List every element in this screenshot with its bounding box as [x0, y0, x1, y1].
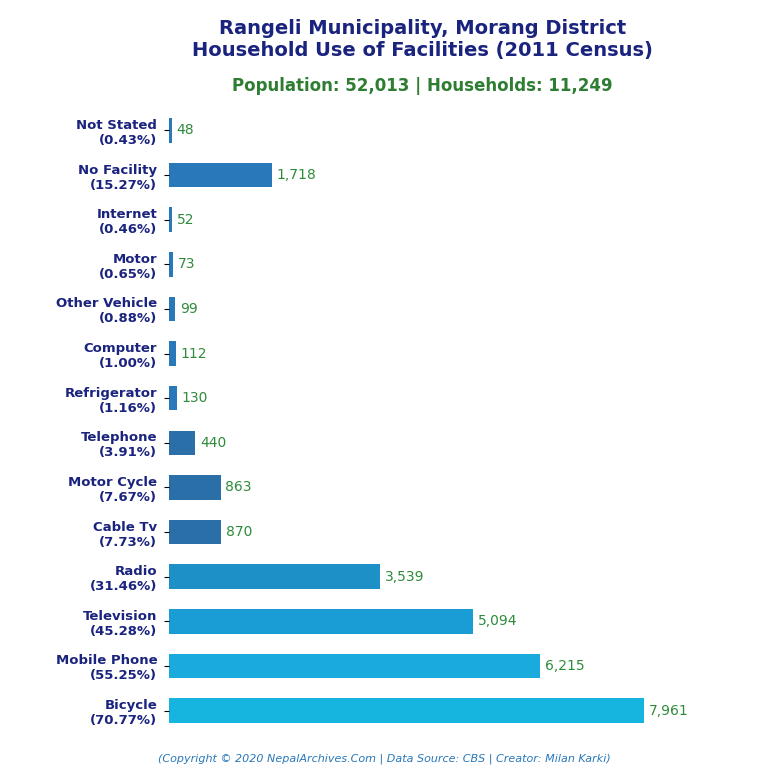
Text: 7,961: 7,961 — [649, 703, 689, 717]
Bar — [169, 163, 272, 187]
Text: 48: 48 — [177, 124, 194, 137]
Text: 440: 440 — [200, 435, 227, 450]
Text: 6,215: 6,215 — [545, 659, 584, 673]
Bar — [169, 207, 172, 232]
Text: 3,539: 3,539 — [385, 570, 425, 584]
Bar — [169, 386, 177, 410]
Bar — [169, 609, 473, 634]
Text: (Copyright © 2020 NepalArchives.Com | Data Source: CBS | Creator: Milan Karki): (Copyright © 2020 NepalArchives.Com | Da… — [157, 753, 611, 764]
Text: 130: 130 — [181, 391, 208, 406]
Bar — [169, 118, 172, 143]
Text: 863: 863 — [225, 481, 252, 495]
Text: 52: 52 — [177, 213, 194, 227]
Bar — [169, 431, 195, 455]
Text: 73: 73 — [178, 257, 196, 271]
Text: 99: 99 — [180, 302, 197, 316]
Bar — [169, 520, 221, 545]
Text: Rangeli Municipality, Morang District
Household Use of Facilities (2011 Census): Rangeli Municipality, Morang District Ho… — [192, 19, 653, 60]
Text: 870: 870 — [226, 525, 252, 539]
Bar — [169, 296, 175, 321]
Bar — [169, 252, 174, 276]
Bar — [169, 564, 380, 589]
Text: Population: 52,013 | Households: 11,249: Population: 52,013 | Households: 11,249 — [232, 77, 613, 94]
Bar — [169, 654, 540, 678]
Bar — [169, 475, 220, 500]
Text: 112: 112 — [180, 346, 207, 360]
Text: 5,094: 5,094 — [478, 614, 518, 628]
Text: 1,718: 1,718 — [276, 168, 316, 182]
Bar — [169, 341, 176, 366]
Bar — [169, 698, 644, 723]
